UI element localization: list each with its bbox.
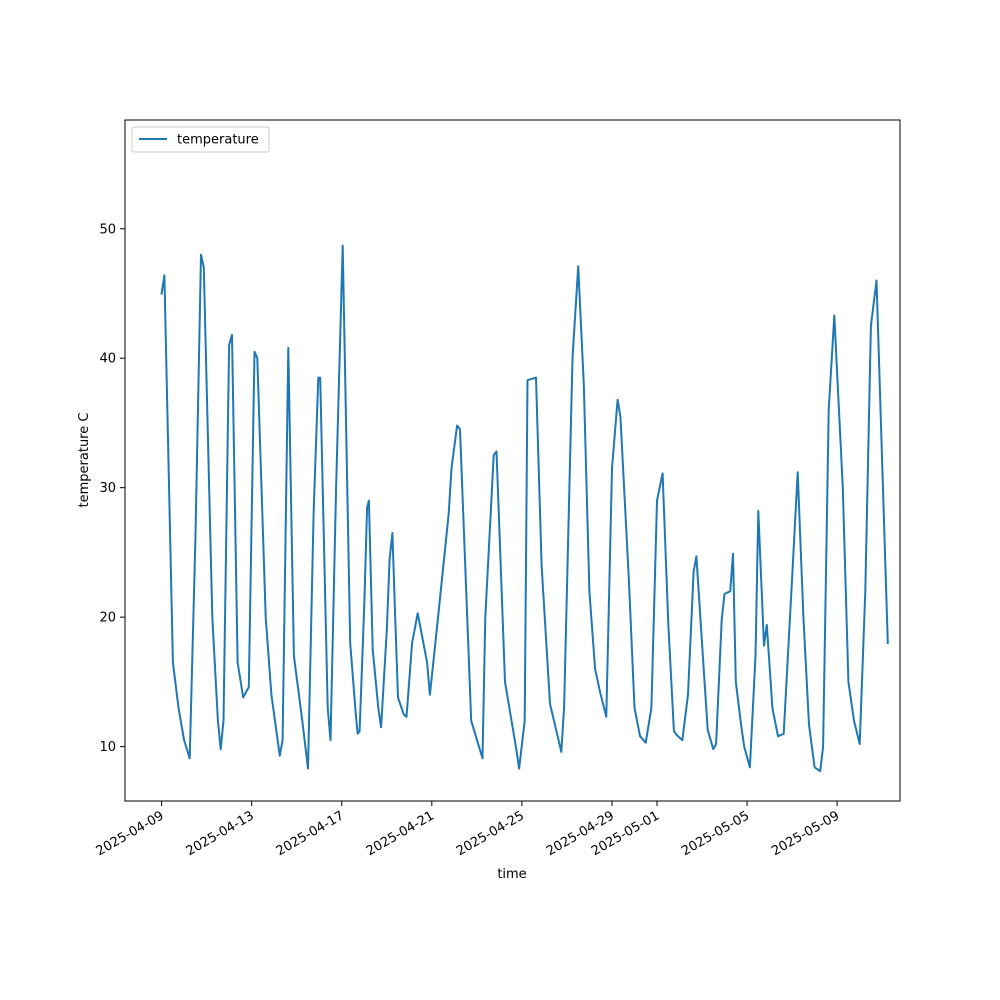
legend-label-temperature: temperature [177, 133, 259, 148]
temperature-series-line [160, 244, 889, 773]
legend-box [131, 126, 270, 153]
y-axis-title: temperature C [77, 413, 92, 508]
y-tick-label: 10 [99, 740, 116, 755]
legend: temperature [131, 126, 270, 153]
y-axis: 10 20 30 40 50 [99, 222, 125, 755]
plot-frame [124, 119, 901, 802]
y-tick-label: 30 [99, 481, 116, 496]
y-tick-label: 20 [99, 611, 116, 626]
x-axis-title: time [497, 867, 526, 882]
plot-area [160, 244, 889, 773]
y-tick-label: 50 [99, 222, 116, 237]
y-tick-label: 40 [99, 352, 116, 367]
